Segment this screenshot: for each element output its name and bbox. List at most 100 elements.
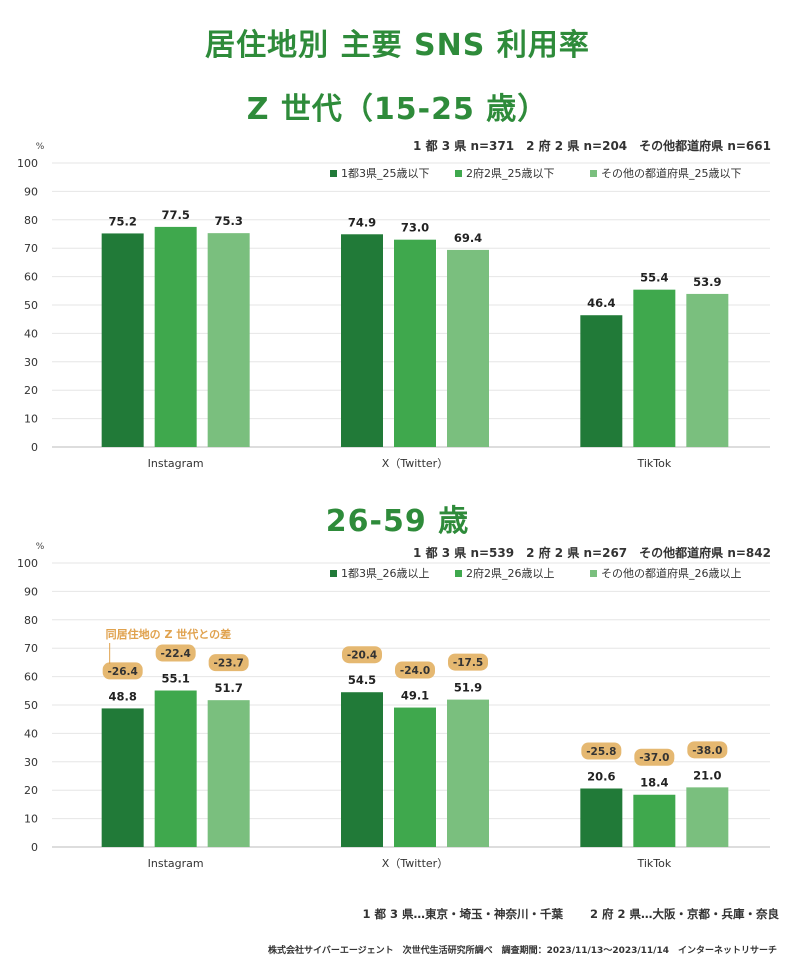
difference-badge-label: -38.0 — [692, 745, 722, 757]
bar-value-label: 55.4 — [640, 271, 668, 285]
difference-badge-label: -20.4 — [347, 650, 377, 662]
bar-value-label: 55.1 — [161, 672, 189, 686]
bar-value-label: 73.0 — [401, 221, 429, 235]
y-tick-label: 90 — [24, 185, 38, 198]
sample-sizes-adult: 1 都 3 県 n=539 2 府 2 県 n=267 その他都道府県 n=84… — [413, 546, 771, 560]
bar — [101, 708, 144, 847]
x-category-label: X（Twitter） — [382, 457, 448, 470]
bar — [154, 690, 197, 847]
difference-badge-label: -17.5 — [453, 657, 483, 669]
legend-label: 1都3県_26歳以上 — [341, 567, 430, 580]
bar-value-label: 48.8 — [108, 689, 136, 703]
bar-value-label: 69.4 — [454, 231, 482, 245]
legend-label: 1都3県_25歳以下 — [341, 167, 430, 180]
y-tick-label: 80 — [24, 614, 38, 627]
bar — [394, 707, 436, 847]
bar — [207, 700, 250, 847]
legend-swatch — [590, 170, 597, 177]
legend-label: 2府2県_25歳以下 — [466, 166, 555, 180]
x-category-label: Instagram — [148, 857, 204, 870]
legend-label: その他の都道府県_25歳以下 — [601, 166, 742, 180]
gen-z-title: Z 世代（15-25 歳） — [246, 92, 549, 127]
annotation-label: 同居住地の Z 世代との差 — [106, 627, 232, 641]
bar — [686, 787, 729, 847]
bar — [580, 788, 623, 847]
difference-badge-label: -26.4 — [108, 666, 138, 678]
difference-badge — [155, 644, 196, 662]
y-tick-label: 10 — [24, 413, 38, 426]
y-tick-label: 90 — [24, 585, 38, 598]
bar-value-label: 75.3 — [214, 214, 242, 228]
bar-value-label: 46.4 — [587, 296, 615, 310]
difference-badge — [208, 654, 249, 672]
difference-badge — [581, 742, 622, 760]
difference-badge — [342, 646, 382, 664]
bar — [394, 239, 436, 447]
bar — [101, 233, 144, 447]
x-category-label: X（Twitter） — [382, 857, 448, 870]
y-tick-label: 30 — [24, 756, 38, 769]
bar — [341, 234, 383, 447]
difference-badge — [687, 741, 728, 759]
x-category-label: TikTok — [636, 457, 671, 470]
y-tick-label: 50 — [24, 699, 38, 712]
y-tick-label: 60 — [24, 271, 38, 284]
legend-label: 2府2県_26歳以上 — [466, 566, 555, 580]
bar-value-label: 53.9 — [693, 275, 721, 289]
difference-badge — [634, 748, 675, 766]
y-tick-label: 0 — [31, 441, 38, 454]
x-category-label: TikTok — [636, 857, 671, 870]
bar-value-label: 77.5 — [161, 208, 189, 222]
x-category-label: Instagram — [148, 457, 204, 470]
y-axis-unit-label: % — [36, 142, 45, 152]
gen-z-bar-chart: % 0 10 20 30 40 50 60 70 80 90 100 1都3県_25歳以下 2府2県_25… — [17, 142, 770, 470]
bar — [580, 315, 623, 447]
bar — [633, 794, 676, 847]
bar-value-label: 20.6 — [587, 769, 615, 783]
y-tick-label: 80 — [24, 214, 38, 227]
legend-label: その他の都道府県_26歳以上 — [601, 566, 742, 580]
difference-badge — [102, 662, 143, 680]
y-tick-label: 100 — [17, 557, 38, 570]
bar-value-label: 74.9 — [348, 215, 376, 229]
bar — [341, 692, 383, 847]
difference-badge-label: -23.7 — [214, 658, 244, 670]
y-axis-unit-label: % — [36, 542, 45, 552]
legend-swatch — [455, 570, 462, 577]
y-tick-label: 70 — [24, 242, 38, 255]
legend-swatch — [330, 170, 337, 177]
adult-bar-chart: % 0 10 20 30 40 50 60 70 80 90 100 1都3県_26歳以上 2府2県_26… — [17, 542, 770, 870]
legend-swatch — [590, 570, 597, 577]
y-tick-label: 50 — [24, 299, 38, 312]
survey-credits: 株式会社サイバーエージェント 次世代生活研究所調べ 調査期間：2023/11/1… — [268, 946, 777, 956]
bar — [207, 233, 250, 447]
difference-badge — [448, 653, 488, 671]
bar-value-label: 21.0 — [693, 768, 721, 782]
y-tick-label: 20 — [24, 784, 38, 797]
bar-value-label: 49.1 — [401, 689, 429, 703]
difference-badge-label: -25.8 — [586, 746, 616, 758]
difference-badge-label: -37.0 — [639, 752, 669, 764]
y-tick-label: 30 — [24, 356, 38, 369]
difference-badge-label: -22.4 — [161, 648, 191, 660]
bar — [447, 249, 489, 447]
bar-value-label: 54.5 — [348, 673, 376, 687]
difference-badge-label: -24.0 — [400, 665, 430, 677]
y-tick-label: 10 — [24, 813, 38, 826]
y-tick-label: 40 — [24, 727, 38, 740]
y-tick-label: 70 — [24, 642, 38, 655]
sample-sizes-gen-z: 1 都 3 県 n=371 2 府 2 県 n=204 その他都道府県 n=66… — [413, 139, 771, 153]
main-title: 居住地別 主要 SNS 利用率 — [205, 28, 590, 63]
legend-swatch — [455, 170, 462, 177]
legend-swatch — [330, 570, 337, 577]
bar — [154, 226, 197, 447]
bar-value-label: 51.9 — [454, 681, 482, 695]
bar-value-label: 51.7 — [214, 681, 242, 695]
bar — [686, 293, 729, 447]
bar — [633, 289, 676, 447]
y-tick-label: 0 — [31, 841, 38, 854]
difference-badge — [395, 661, 435, 679]
adult-title: 26-59 歳 — [325, 504, 470, 539]
y-tick-label: 60 — [24, 671, 38, 684]
region-footnote: 1 都 3 県…東京・埼玉・神奈川・千葉 2 府 2 県…大阪・京都・兵庫・奈良 — [362, 907, 779, 921]
